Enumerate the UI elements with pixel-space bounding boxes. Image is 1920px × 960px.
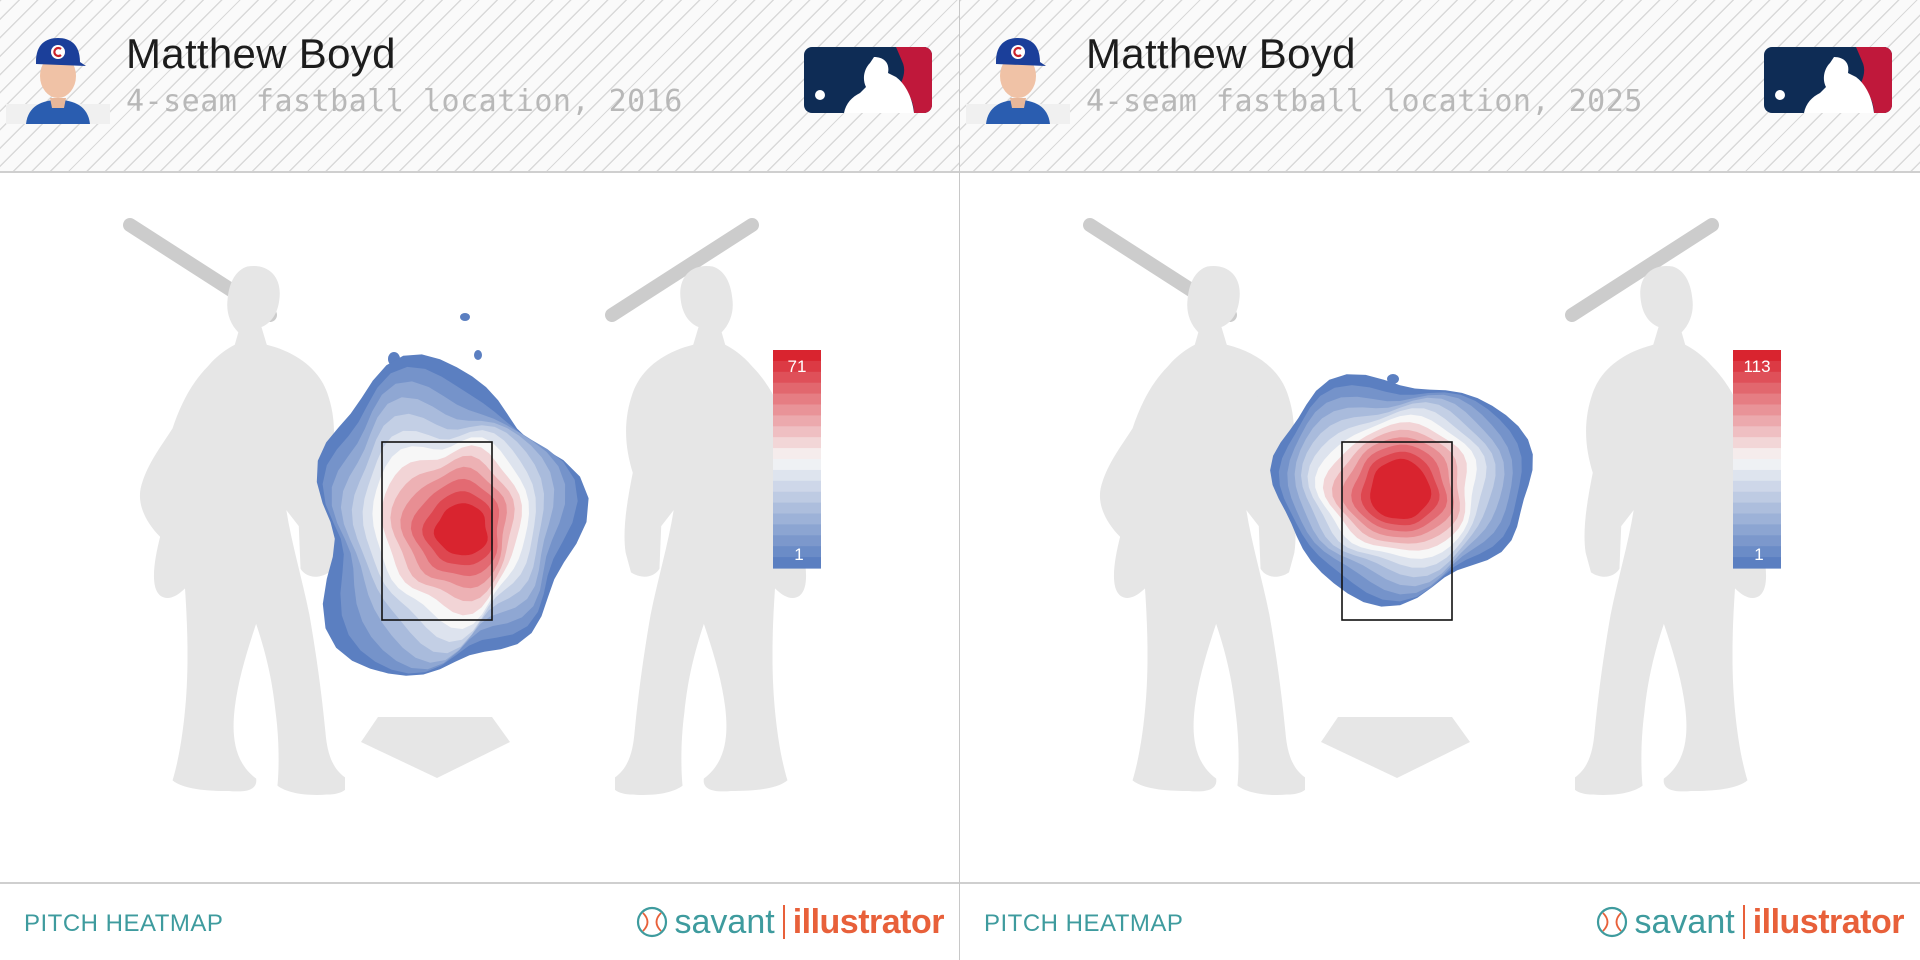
color-scale-legend xyxy=(1733,350,1781,569)
panel-header: Matthew Boyd 4-seam fastball location, 2… xyxy=(0,0,959,173)
color-scale-swatch xyxy=(1733,491,1781,504)
heatmap-plot: 113 1 xyxy=(1083,218,1781,796)
color-scale-swatch xyxy=(773,350,821,362)
batter-left-silhouette xyxy=(139,266,345,796)
color-scale-swatch xyxy=(1733,469,1781,482)
mlb-logo xyxy=(1764,47,1892,113)
panel-footer: PITCH HEATMAP savant illustrator xyxy=(0,882,959,960)
color-scale-swatch xyxy=(773,557,821,569)
color-scale-swatch xyxy=(1733,546,1781,558)
savant-illustrator-brand: savant illustrator xyxy=(635,902,945,942)
bat-right xyxy=(1565,218,1719,322)
color-scale-swatch xyxy=(1733,415,1781,427)
color-scale-swatch xyxy=(1733,360,1781,373)
color-scale-swatch xyxy=(1733,448,1781,460)
chart-subtitle: 4-seam fastball location, 2025 xyxy=(1086,84,1643,119)
heatmap-outlier-blob xyxy=(460,313,470,321)
brand-divider xyxy=(1742,905,1745,939)
chart-subtitle: 4-seam fastball location, 2016 xyxy=(126,84,683,119)
color-scale-swatch xyxy=(1733,393,1781,406)
color-scale-swatch xyxy=(773,469,821,482)
scale-max-label: 71 xyxy=(788,357,807,376)
color-scale-swatch xyxy=(773,502,821,515)
color-scale-legend xyxy=(773,350,821,569)
player-name: Matthew Boyd xyxy=(126,30,396,77)
color-scale-swatch xyxy=(773,393,821,406)
color-scale-swatch xyxy=(773,513,821,525)
player-name: Matthew Boyd xyxy=(1086,30,1356,77)
brand-savant-text: savant xyxy=(1634,902,1735,941)
color-scale-swatch xyxy=(773,404,821,416)
color-scale-swatch xyxy=(1733,404,1781,416)
color-scale-swatch xyxy=(1733,480,1781,493)
color-scale-swatch xyxy=(1733,502,1781,515)
footer-title: PITCH HEATMAP xyxy=(24,910,224,937)
heatmap-outlier-blob xyxy=(474,350,482,360)
baseball-icon xyxy=(1596,906,1627,938)
color-scale-swatch xyxy=(773,360,821,373)
color-scale-swatch xyxy=(773,382,821,395)
strike-zone xyxy=(1341,441,1453,621)
color-scale-swatch xyxy=(1733,513,1781,525)
color-scale-swatch xyxy=(1733,426,1781,438)
color-scale-swatch xyxy=(773,524,821,536)
heatmap-contours xyxy=(316,313,589,676)
strike-zone xyxy=(381,441,493,621)
heatmap-panel-2025: Matthew Boyd 4-seam fastball location, 2… xyxy=(960,0,1920,960)
color-scale-swatch xyxy=(773,459,821,471)
heatmap-contours xyxy=(1270,374,1533,607)
color-scale-swatch xyxy=(773,371,821,384)
heatmap-contour-level-13 xyxy=(1370,458,1432,519)
color-scale-swatch xyxy=(773,437,821,449)
color-scale-swatch xyxy=(773,415,821,427)
savant-illustrator-brand: savant illustrator xyxy=(1595,902,1905,942)
bat-right xyxy=(605,218,759,322)
heatmap-panel-2016: Matthew Boyd 4-seam fastball location, 2… xyxy=(0,0,960,960)
panel-header: Matthew Boyd 4-seam fastball location, 2… xyxy=(960,0,1920,173)
scale-min-label: 1 xyxy=(1754,545,1763,564)
brand-illustrator-text: illustrator xyxy=(792,902,945,941)
color-scale-swatch xyxy=(1733,437,1781,449)
color-scale-swatch xyxy=(1733,524,1781,536)
color-scale-swatch xyxy=(773,448,821,460)
color-scale-swatch xyxy=(773,426,821,438)
baseball-icon xyxy=(636,906,667,938)
color-scale-swatch xyxy=(1733,459,1781,471)
color-scale-swatch xyxy=(773,491,821,504)
footer-title: PITCH HEATMAP xyxy=(984,910,1184,937)
heatmap-outlier-blob xyxy=(1387,374,1399,384)
batter-left-silhouette xyxy=(1099,266,1305,796)
scale-max-label: 113 xyxy=(1743,357,1770,376)
heatmap-plot: 71 1 xyxy=(123,218,821,796)
color-scale-swatch xyxy=(773,480,821,493)
mlb-logo xyxy=(804,47,932,113)
heatmap-contour-level-13 xyxy=(433,503,488,556)
player-headshot xyxy=(966,38,1070,124)
color-scale-swatch xyxy=(1733,382,1781,395)
color-scale-swatch xyxy=(1733,535,1781,547)
scale-min-label: 1 xyxy=(794,545,803,564)
color-scale-swatch xyxy=(773,546,821,558)
color-scale-swatch xyxy=(1733,371,1781,384)
player-headshot xyxy=(6,38,110,124)
brand-illustrator-text: illustrator xyxy=(1752,902,1905,941)
brand-savant-text: savant xyxy=(674,902,775,941)
color-scale-swatch xyxy=(1733,350,1781,362)
color-scale-swatch xyxy=(1733,557,1781,569)
brand-divider xyxy=(782,905,785,939)
color-scale-swatch xyxy=(773,535,821,547)
home-plate xyxy=(361,717,510,778)
panel-footer: PITCH HEATMAP savant illustrator xyxy=(960,882,1920,960)
home-plate xyxy=(1321,717,1470,778)
